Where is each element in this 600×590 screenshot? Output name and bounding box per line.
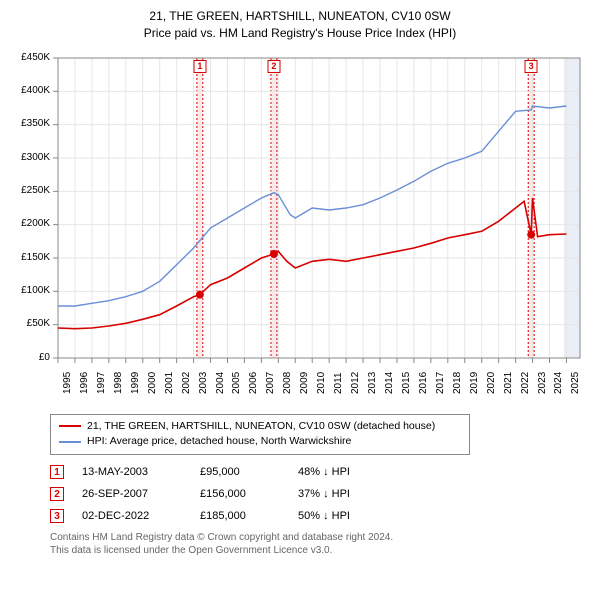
x-tick-label: 2001 — [164, 371, 175, 393]
x-tick-label: 2013 — [367, 371, 378, 393]
y-tick-label: £150K — [10, 252, 50, 263]
x-tick-label: 2019 — [469, 371, 480, 393]
sale-marker-chart-icon: 1 — [193, 60, 206, 73]
legend-label: HPI: Average price, detached house, Nort… — [87, 434, 351, 450]
sale-price: £185,000 — [200, 510, 280, 522]
sale-date: 26-SEP-2007 — [82, 488, 182, 500]
sale-price: £156,000 — [200, 488, 280, 500]
y-tick-label: £400K — [10, 85, 50, 96]
sale-delta: 50% ↓ HPI — [298, 510, 350, 522]
title-line-1: 21, THE GREEN, HARTSHILL, NUNEATON, CV10… — [10, 8, 590, 25]
sales-table: 1 13-MAY-2003 £95,000 48% ↓ HPI 2 26-SEP… — [50, 465, 590, 523]
y-tick-label: £0 — [10, 352, 50, 363]
x-tick-label: 2024 — [553, 371, 564, 393]
sale-marker-icon: 3 — [50, 509, 64, 523]
legend-item: 21, THE GREEN, HARTSHILL, NUNEATON, CV10… — [59, 419, 461, 435]
x-tick-label: 2022 — [520, 371, 531, 393]
sale-row: 3 02-DEC-2022 £185,000 50% ↓ HPI — [50, 509, 590, 523]
y-tick-label: £250K — [10, 185, 50, 196]
x-tick-label: 2000 — [147, 371, 158, 393]
y-tick-label: £300K — [10, 152, 50, 163]
legend: 21, THE GREEN, HARTSHILL, NUNEATON, CV10… — [50, 414, 470, 456]
x-tick-label: 2014 — [384, 371, 395, 393]
x-tick-label: 2002 — [181, 371, 192, 393]
legend-label: 21, THE GREEN, HARTSHILL, NUNEATON, CV10… — [87, 419, 435, 435]
y-tick-label: £450K — [10, 52, 50, 63]
sale-marker-chart-icon: 2 — [267, 60, 280, 73]
x-tick-label: 2010 — [316, 371, 327, 393]
x-tick-label: 2005 — [231, 371, 242, 393]
y-tick-label: £200K — [10, 218, 50, 229]
legend-swatch — [59, 441, 81, 443]
x-tick-label: 2016 — [418, 371, 429, 393]
sale-row: 1 13-MAY-2003 £95,000 48% ↓ HPI — [50, 465, 590, 479]
x-tick-label: 1997 — [96, 371, 107, 393]
x-tick-label: 1995 — [62, 371, 73, 393]
sale-marker-chart-icon: 3 — [525, 60, 538, 73]
attribution: Contains HM Land Registry data © Crown c… — [50, 531, 590, 557]
x-tick-label: 2017 — [435, 371, 446, 393]
x-tick-label: 1999 — [130, 371, 141, 393]
attribution-line: This data is licensed under the Open Gov… — [50, 544, 590, 557]
x-tick-label: 2008 — [282, 371, 293, 393]
legend-item: HPI: Average price, detached house, Nort… — [59, 434, 461, 450]
sale-delta: 48% ↓ HPI — [298, 466, 350, 478]
x-tick-label: 2007 — [265, 371, 276, 393]
y-tick-label: £350K — [10, 118, 50, 129]
chart-title-block: 21, THE GREEN, HARTSHILL, NUNEATON, CV10… — [10, 8, 590, 42]
x-tick-label: 2006 — [248, 371, 259, 393]
sale-marker-icon: 2 — [50, 487, 64, 501]
x-tick-label: 2012 — [350, 371, 361, 393]
sale-date: 13-MAY-2003 — [82, 466, 182, 478]
sale-row: 2 26-SEP-2007 £156,000 37% ↓ HPI — [50, 487, 590, 501]
sale-price: £95,000 — [200, 466, 280, 478]
x-tick-label: 2009 — [299, 371, 310, 393]
title-line-2: Price paid vs. HM Land Registry's House … — [10, 25, 590, 42]
x-tick-label: 2025 — [570, 371, 581, 393]
x-tick-label: 2003 — [198, 371, 209, 393]
x-tick-label: 2023 — [537, 371, 548, 393]
y-tick-label: £100K — [10, 285, 50, 296]
x-tick-label: 2018 — [452, 371, 463, 393]
sale-marker-icon: 1 — [50, 465, 64, 479]
sale-delta: 37% ↓ HPI — [298, 488, 350, 500]
sale-date: 02-DEC-2022 — [82, 510, 182, 522]
y-tick-label: £50K — [10, 318, 50, 329]
price-chart: £0 £50K £100K £150K £200K £250K £300K £350K £400… — [10, 48, 590, 408]
x-tick-label: 2021 — [503, 371, 514, 393]
x-tick-label: 2020 — [486, 371, 497, 393]
x-tick-label: 1996 — [79, 371, 90, 393]
x-tick-label: 2004 — [215, 371, 226, 393]
attribution-line: Contains HM Land Registry data © Crown c… — [50, 531, 590, 544]
x-tick-label: 1998 — [113, 371, 124, 393]
x-tick-label: 2011 — [333, 372, 344, 394]
legend-swatch — [59, 425, 81, 427]
x-tick-label: 2015 — [401, 371, 412, 393]
